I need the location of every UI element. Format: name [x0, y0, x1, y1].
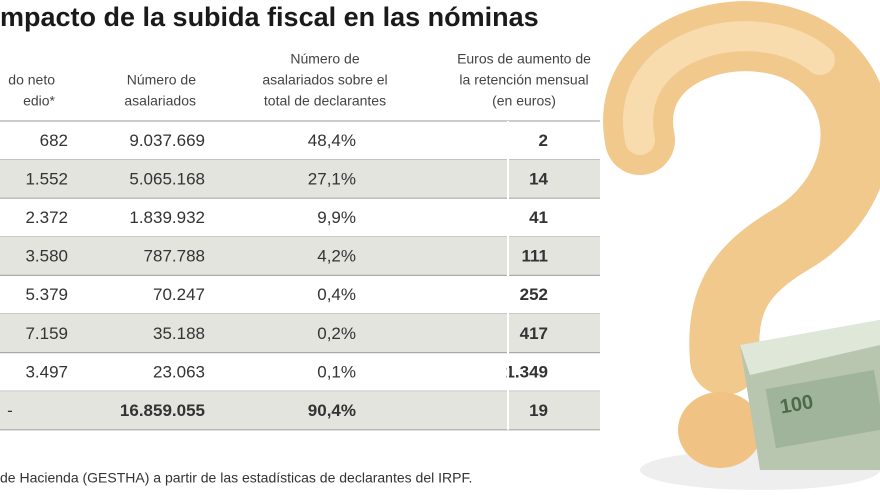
row-shade — [0, 159, 600, 199]
column-header: asalariados sobre el — [262, 72, 387, 88]
table: do neto edio* Número de asalariados Número d… — [0, 51, 600, 431]
column-header: asalariados — [124, 93, 196, 109]
table-cell: 4,2% — [317, 247, 356, 266]
table-cell: 1.349 — [505, 362, 548, 381]
row-shade — [0, 391, 600, 430]
table-cell: 3.497 — [25, 362, 68, 381]
table-cell: 2.372 — [25, 208, 68, 227]
table-cell: 1.552 — [25, 169, 68, 188]
table-cell: 41 — [529, 208, 548, 227]
table-cell: 90,4% — [308, 401, 356, 420]
table-cell: 252 — [520, 285, 548, 304]
table-cell: 3.580 — [25, 247, 68, 266]
table-cell: 7.159 — [25, 324, 68, 343]
column-header: edio* — [23, 93, 55, 109]
table-cell: 9,9% — [317, 208, 356, 227]
table-cell: 0,4% — [317, 285, 356, 304]
row-shade — [0, 314, 600, 353]
column-header: Número de — [127, 72, 196, 88]
illustration: 100 — [603, 1, 880, 490]
banknotes: 100 — [740, 320, 880, 470]
table-cell: 9.037.669 — [129, 131, 205, 150]
table-cell: 19 — [529, 401, 548, 420]
table-cell: 16.859.055 — [120, 401, 205, 420]
row-shade — [0, 236, 600, 276]
column-header: la retención mensual — [459, 72, 588, 88]
table-cell: 5.379 — [25, 285, 68, 304]
table-cell: 787.788 — [144, 247, 205, 266]
column-header: Euros de aumento de — [457, 51, 591, 67]
title: mpacto de la subida fiscal en las nómina… — [0, 2, 539, 32]
table-cell: 1.839.932 — [129, 208, 205, 227]
table-cell: 111 — [522, 247, 549, 266]
column-header: (en euros) — [492, 93, 556, 109]
table-cell: 0,2% — [317, 324, 356, 343]
table-cell: 23.063 — [153, 362, 205, 381]
table-cell: 5.065.168 — [129, 169, 205, 188]
column-header: do neto — [8, 72, 55, 88]
table-cell: 27,1% — [308, 169, 356, 188]
table-cell: - — [7, 401, 13, 420]
table-cell: 417 — [520, 324, 548, 343]
table-cell: 48,4% — [308, 131, 356, 150]
column-header: total de declarantes — [264, 93, 386, 109]
table-cell: 14 — [529, 169, 548, 188]
footer: de Hacienda (GESTHA) a partir de las est… — [0, 470, 472, 486]
table-cell: 682 — [40, 131, 68, 150]
table-cell: 0,1% — [317, 362, 356, 381]
table-cell: 2 — [539, 131, 548, 150]
column-header: Número de — [290, 51, 359, 67]
table-cell: 35.188 — [153, 324, 205, 343]
table-cell: 70.247 — [153, 285, 205, 304]
